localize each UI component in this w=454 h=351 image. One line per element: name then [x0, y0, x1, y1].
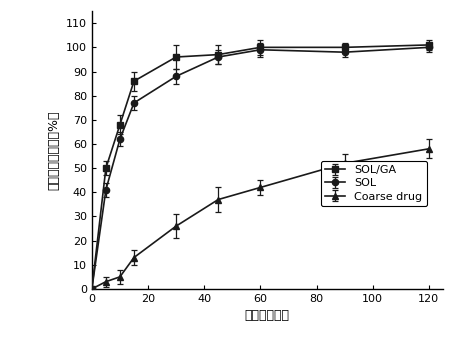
- Y-axis label: 药物累计释放量（%）: 药物累计释放量（%）: [47, 110, 60, 190]
- X-axis label: 时间（分钟）: 时间（分钟）: [245, 309, 290, 322]
- Legend: SOL/GA, SOL, Coarse drug: SOL/GA, SOL, Coarse drug: [321, 160, 427, 206]
